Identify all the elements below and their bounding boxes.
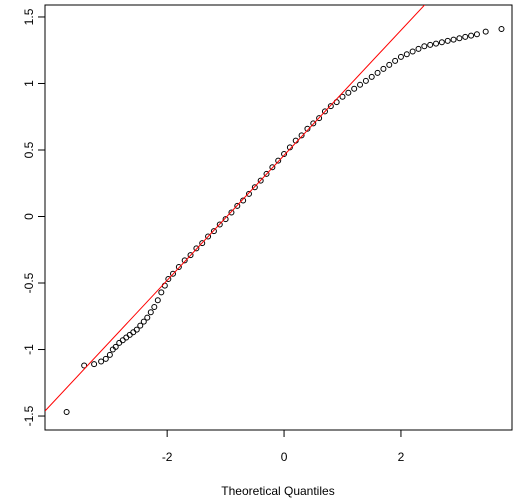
point [498,25,505,32]
point [403,51,410,58]
point [133,326,140,333]
point [357,81,364,88]
x-tick-label: 0 [281,450,288,464]
point [392,57,399,64]
point [462,33,469,40]
y-tick-label: 1 [22,80,36,87]
point [386,61,393,68]
point [170,270,177,277]
x-tick-label: -2 [162,450,173,464]
point [228,209,235,216]
point [321,108,328,115]
point [126,331,133,338]
point [161,282,168,289]
point [316,115,323,122]
point [119,337,126,344]
point [257,177,264,184]
y-tick-label: 0 [22,213,36,220]
point [106,351,113,358]
plot-area [45,5,505,416]
x-axis-label: Theoretical Quantiles [221,484,334,498]
point [137,322,144,329]
point [368,73,375,80]
y-tick-label: 1.5 [22,8,36,25]
point [81,362,88,369]
point [482,28,489,35]
point [98,358,105,365]
point [144,314,151,321]
x-tick-label: 2 [398,450,405,464]
point [234,202,241,209]
point [298,132,305,139]
point [175,264,182,271]
point [339,93,346,100]
point [304,125,311,132]
point [102,355,109,362]
y-tick-label: -1.5 [22,405,36,426]
point [263,170,270,177]
point [63,409,70,416]
point [216,221,223,228]
point [116,339,123,346]
plot-box [44,4,513,431]
y-tick-label: 0.5 [22,141,36,158]
point [380,65,387,72]
point [123,334,130,341]
point [362,77,369,84]
point [468,32,475,39]
point [444,37,451,44]
point [112,343,119,350]
point [165,276,172,283]
point [473,31,480,38]
point [345,89,352,96]
point [147,309,154,316]
point [397,53,404,60]
point [456,35,463,42]
point [210,228,217,235]
point [205,233,212,240]
point [286,144,293,151]
point [433,40,440,47]
point [351,85,358,92]
point [421,43,428,50]
point [199,240,206,247]
point [310,120,317,127]
point [187,252,194,259]
point [193,245,200,252]
y-tick-label: -1 [22,344,36,355]
point [240,197,247,204]
point [140,318,147,325]
point [245,190,252,197]
point [222,216,229,223]
point [91,361,98,368]
point [251,184,258,191]
point [438,39,445,46]
point [409,48,416,55]
point [269,164,276,171]
point [450,36,457,43]
point [158,289,165,296]
reference-line [45,5,426,412]
point [374,69,381,76]
point [427,41,434,48]
point [327,103,334,110]
point [151,303,158,310]
point [281,150,288,157]
point [130,329,137,336]
point [415,45,422,52]
point [154,297,161,304]
point [275,157,282,164]
point [181,257,188,264]
y-tick-label: -0.5 [22,272,36,293]
